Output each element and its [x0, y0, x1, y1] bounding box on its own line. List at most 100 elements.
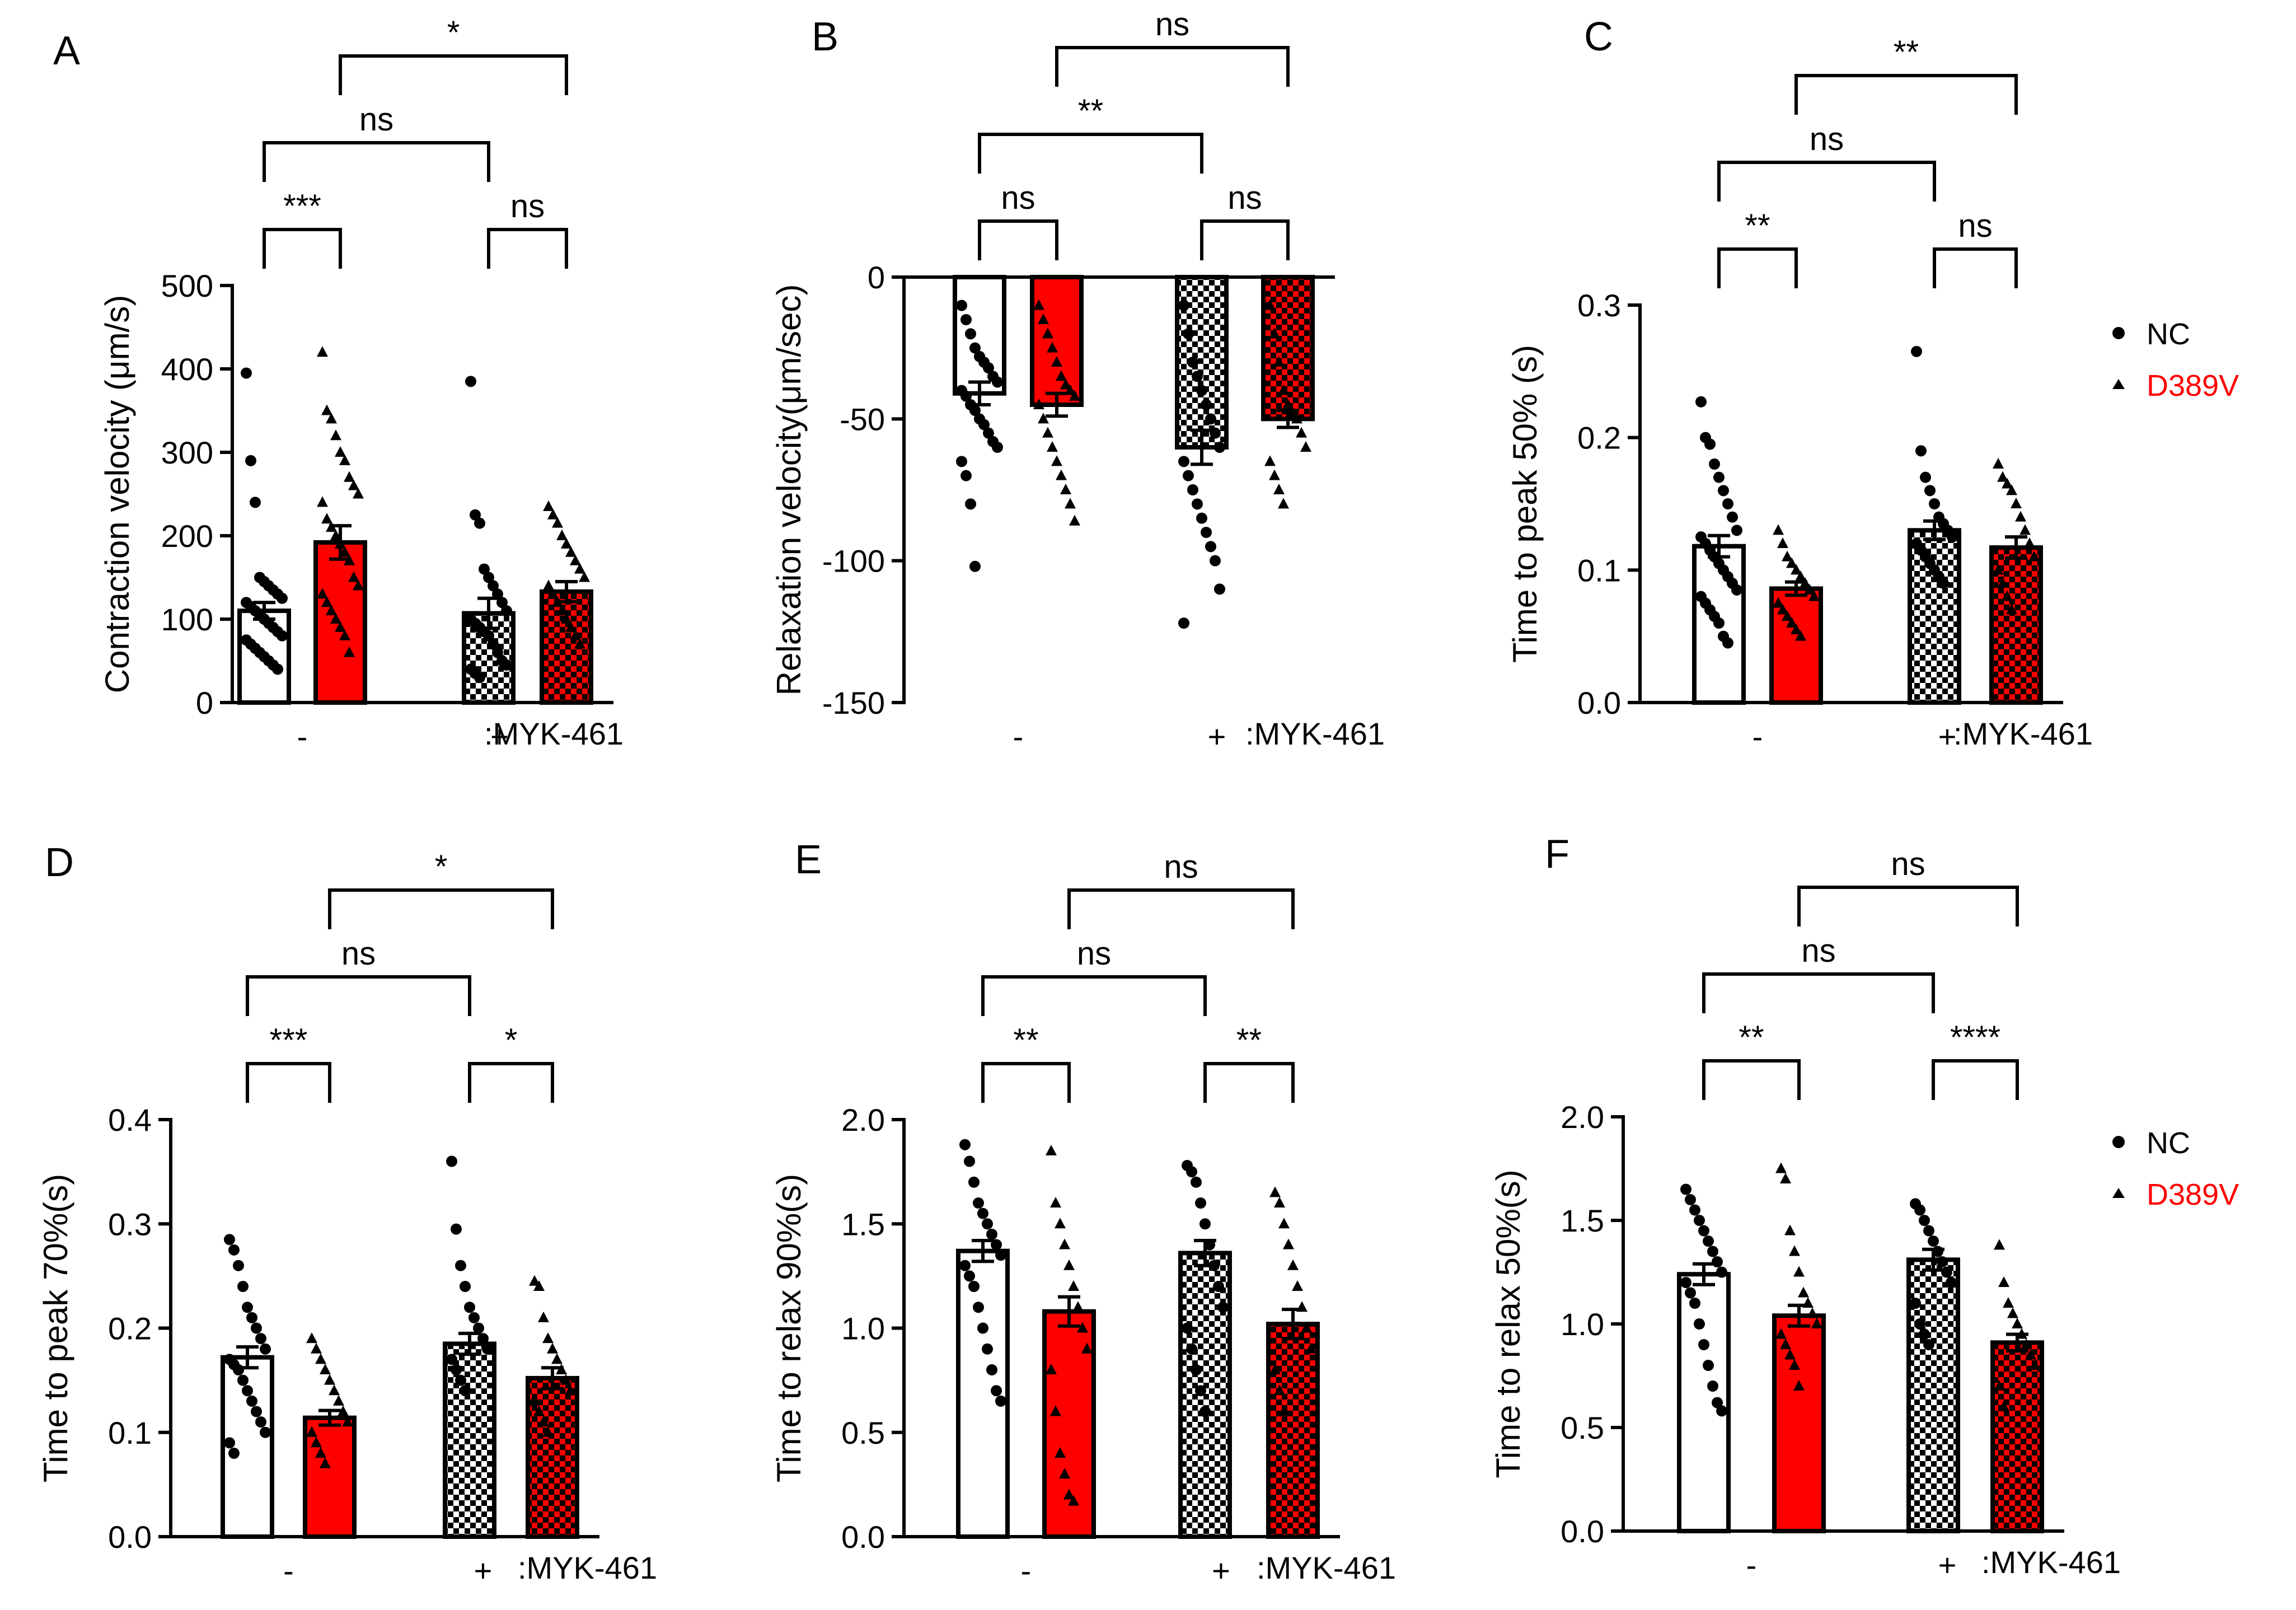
legend-nc-marker: [2112, 327, 2125, 339]
data-point: [1689, 1204, 1700, 1216]
y-tick-label: 500: [161, 268, 213, 303]
significance-label: ns: [1077, 935, 1111, 972]
data-point: [1213, 1281, 1224, 1292]
group-label-plus: +: [1212, 1553, 1230, 1588]
data-point: [1722, 498, 1733, 509]
data-point: [1941, 1266, 1952, 1278]
data-point: [317, 346, 328, 357]
data-point: [1305, 1342, 1316, 1354]
data-point: [1998, 1401, 2009, 1411]
y-tick-label: 2.0: [841, 1102, 885, 1138]
data-point: [1811, 1318, 1822, 1328]
data-point: [1274, 1384, 1285, 1396]
treatment-label: :MYK-461: [518, 1550, 657, 1585]
panel-f: F 0.0 0.5 1.0 1.5 2.0 Time to relax 50%(s) - +:M…: [1489, 832, 2121, 1583]
legend-nc-label: NC: [2147, 317, 2190, 351]
data-point: [978, 419, 990, 430]
data-point: [579, 571, 590, 582]
data-point: [964, 1270, 975, 1282]
data-point: [330, 613, 341, 624]
data-point: [2007, 1307, 2018, 1318]
data-point: [1709, 458, 1720, 470]
data-point: [1205, 413, 1216, 425]
data-point: [1178, 617, 1189, 629]
data-point: [260, 1426, 271, 1438]
data-point: [1033, 399, 1044, 409]
data-point: [991, 1385, 1002, 1397]
data-point: [965, 498, 976, 510]
significance-bracket: [1932, 1059, 2019, 1100]
significance-bracket: [981, 975, 1207, 1016]
data-point: [251, 1406, 262, 1417]
data-point: [1273, 484, 1285, 494]
data-point: [2012, 1318, 2023, 1328]
data-point: [344, 471, 355, 482]
legend-d389v-label: D389V: [2147, 369, 2239, 402]
data-point: [1993, 564, 2004, 575]
data-point: [1786, 617, 1797, 628]
data-point: [543, 579, 554, 591]
data-point: [228, 1244, 240, 1256]
panel-c: C 0.0 0.1 0.2 0.3 Time to peak 50% (s) - +:MYK-…: [1506, 15, 2093, 754]
significance-bracket: [1717, 247, 1798, 288]
group-label-minus: -: [1013, 719, 1024, 754]
y-tick-label: 0.0: [1577, 685, 1621, 720]
data-point: [995, 1249, 1006, 1261]
data-point: [1777, 603, 1788, 615]
data-point: [339, 629, 350, 640]
data-point: [973, 1197, 984, 1209]
data-point: [246, 1312, 257, 1323]
data-point: [1782, 550, 1793, 561]
significance-bracket: [246, 975, 471, 1016]
data-point: [1924, 485, 1936, 497]
data-point: [333, 1394, 344, 1406]
data-point: [483, 572, 494, 583]
data-point: [482, 1343, 493, 1355]
data-point: [1287, 1259, 1299, 1270]
data-point: [1994, 1380, 2005, 1391]
data-point: [570, 629, 581, 640]
y-tick-label: 1.0: [841, 1311, 885, 1346]
panel-letter: A: [53, 29, 80, 73]
data-point: [335, 446, 346, 457]
data-point: [529, 1275, 540, 1286]
data-point: [1046, 1364, 1057, 1374]
data-point: [1938, 578, 1949, 589]
y-axis-title: Contraction velocity (μm/s): [99, 295, 136, 693]
data-point: [1694, 1318, 1705, 1330]
data-point: [560, 1374, 571, 1385]
significance-bracket: [1702, 972, 1935, 1013]
data-point: [968, 1281, 980, 1292]
data-point: [1210, 555, 1221, 567]
data-point: [542, 1332, 554, 1344]
panel-b: B -150 -100 -50 0 Relaxation velocity(μm/sec)…: [770, 6, 1385, 754]
data-point: [311, 1342, 322, 1354]
treatment-label: :MYK-461: [1953, 716, 2093, 751]
significance-label: **: [1739, 1019, 1764, 1056]
data-point: [1300, 441, 1311, 452]
data-point: [455, 1260, 466, 1271]
significance-bracket: [1797, 886, 2019, 926]
data-point: [1680, 1277, 1691, 1288]
y-tick-label: 100: [161, 602, 213, 637]
data-point: [1056, 469, 1067, 480]
data-point: [342, 1416, 353, 1427]
data-point: [1291, 413, 1302, 424]
data-point: [1063, 1259, 1075, 1270]
data-point: [483, 630, 494, 642]
data-point: [1998, 1276, 2009, 1287]
data-point: [451, 1223, 462, 1235]
y-axis-title: Relaxation velocity(μm/sec): [770, 284, 808, 696]
data-point: [1033, 299, 1044, 310]
data-point: [329, 1384, 340, 1396]
data-point: [1282, 399, 1294, 409]
significance-label: ns: [1958, 208, 1992, 244]
data-point: [242, 1385, 253, 1397]
data-point: [326, 605, 337, 616]
data-point: [1051, 356, 1062, 367]
significance-label: *: [505, 1022, 518, 1059]
data-point: [2021, 1338, 2032, 1349]
treatment-label: :MYK-461: [1257, 1550, 1396, 1585]
y-tick-label: -100: [822, 544, 885, 579]
data-point: [1201, 399, 1212, 410]
